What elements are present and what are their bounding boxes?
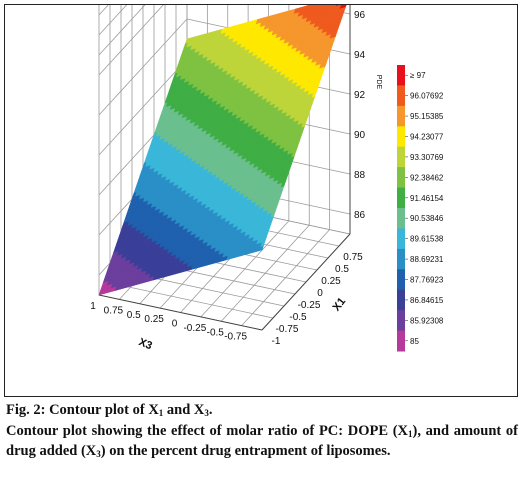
- colorbar-label: 85: [410, 337, 419, 346]
- surface-cell: [327, 5, 332, 9]
- colorbar-swatch: [397, 208, 405, 229]
- x1-axis-title: X1: [331, 296, 349, 314]
- surface-cell: [335, 5, 340, 6]
- x3-axis-line: [98, 294, 263, 331]
- caption-body: Contour plot showing the effect of molar…: [6, 423, 518, 459]
- x1-axis-line: [261, 233, 351, 331]
- colorbar-label: 87.76923: [410, 276, 444, 285]
- colorbar-label: 95.15385: [410, 112, 444, 121]
- colorbar-label: ≥ 97: [410, 71, 426, 80]
- x3-tick-label: 0.75: [104, 305, 124, 316]
- colorbar-label: 88.69231: [410, 255, 444, 264]
- surface-cell: [322, 5, 327, 10]
- colorbar-swatch: [397, 105, 405, 127]
- colorbar-label: 91.46154: [410, 194, 444, 203]
- colorbar-swatch: [397, 167, 405, 189]
- colorbar-swatch: [397, 85, 405, 107]
- colorbar-swatch: [397, 146, 405, 168]
- x3-tick-label: 0.5: [127, 310, 141, 321]
- z-tick-label: 92: [354, 90, 366, 101]
- x3-tick-label: -0.25: [183, 323, 206, 334]
- colorbar-swatch: [397, 228, 405, 250]
- figure-frame: 1 0.75 0.5 0.25 0 -0.25 -0.5 -0.75 -1 -0.75 -0.5 -0…: [4, 4, 518, 397]
- colorbar-label: 85.92308: [410, 316, 444, 325]
- colorbar-swatch: [397, 126, 405, 148]
- surface-cell: [310, 5, 315, 10]
- surface-cell: [307, 5, 313, 10]
- grid-line: [109, 282, 274, 319]
- z-tick-label: 96: [354, 10, 366, 21]
- surface-cell: [342, 5, 347, 8]
- colorbar-swatch: [397, 310, 405, 332]
- z-tick-label: 88: [354, 170, 366, 181]
- grid-line: [98, 58, 188, 156]
- grid-line: [98, 5, 128, 36]
- colorbar-swatch: [397, 289, 405, 311]
- surface-cell: [336, 5, 342, 10]
- colorbar-swatch: [397, 65, 405, 86]
- x3-axis-title: X3: [137, 336, 154, 352]
- caption-title: Fig. 2: Contour plot of X1 and X3.: [6, 402, 213, 418]
- colorbar-swatch: [397, 330, 405, 352]
- figure-caption: Fig. 2: Contour plot of X1 and X3. Conto…: [6, 402, 518, 463]
- surface-cell: [318, 5, 322, 7]
- colorbar-swatch: [397, 269, 405, 291]
- x1-tick-label: 0.25: [321, 276, 341, 287]
- x1-tick-label: -1: [272, 336, 281, 347]
- x3-tick-label: -0.5: [207, 327, 225, 338]
- x3-tick-label: 0.25: [144, 314, 164, 325]
- z-axis-title: PDE: [375, 75, 382, 90]
- z-tick-label: 90: [354, 130, 366, 141]
- colorbar-swatch: [397, 248, 405, 270]
- colorbar-label: 94.23077: [410, 133, 444, 142]
- grid-line: [98, 5, 164, 76]
- surface-plot: 1 0.75 0.5 0.25 0 -0.25 -0.5 -0.75 -1-0.75-0.5-0…: [90, 5, 444, 352]
- colorbar-label: 89.61538: [410, 235, 444, 244]
- x1-tick-label: 0: [317, 288, 323, 299]
- x3-tick-label: -0.75: [224, 332, 247, 343]
- x3-tick-label: 1: [90, 301, 96, 312]
- colorbar-label: 86.84615: [410, 296, 444, 305]
- surface-cell: [330, 5, 335, 8]
- grid-line: [98, 18, 188, 116]
- x3-tick-label: 0: [172, 319, 178, 330]
- z-tick-label: 86: [354, 210, 366, 221]
- colorbar-label: 90.53846: [410, 214, 444, 223]
- surface-cell: [315, 5, 320, 8]
- colorbar-label: 92.38462: [410, 173, 444, 182]
- colorbar-label: 93.30769: [410, 153, 444, 162]
- colorbar-swatch: [397, 187, 405, 209]
- surface-cell: [334, 5, 340, 11]
- z-tick-label: 94: [354, 50, 366, 61]
- x1-tick-label: 0.75: [343, 252, 363, 263]
- x1-tick-label: -0.25: [298, 300, 321, 311]
- surface-cell: [320, 5, 325, 7]
- colorbar-label: 96.07692: [410, 92, 444, 101]
- x1-tick-label: 0.5: [335, 264, 349, 275]
- surface-cell: [333, 5, 337, 7]
- grid-line: [98, 5, 146, 56]
- x1-tick-label: -0.75: [276, 324, 299, 335]
- x1-tick-label: -0.5: [289, 312, 307, 323]
